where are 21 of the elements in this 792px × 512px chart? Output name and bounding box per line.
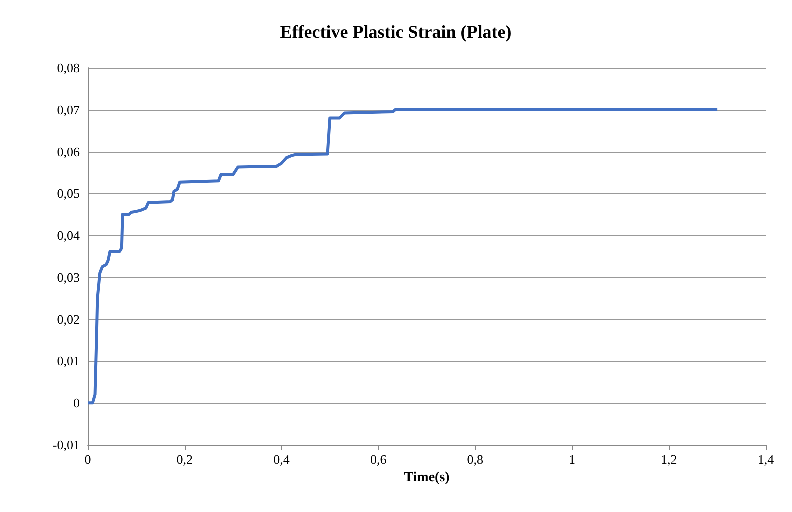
- x-tick-label: 1,2: [661, 452, 678, 467]
- x-axis-title: Time(s): [404, 470, 450, 486]
- x-tick-label: 0,2: [176, 452, 193, 467]
- y-tick-label: 0: [74, 396, 80, 411]
- y-tick-label: 0,07: [57, 102, 80, 118]
- y-tick-label: 0,03: [57, 270, 80, 285]
- y-tick-label: 0,02: [57, 312, 80, 327]
- x-tick-label: 0: [84, 452, 92, 467]
- y-tick-label: 0,01: [57, 354, 80, 369]
- x-tick-label: 0,4: [274, 452, 290, 467]
- y-tick-label: 0,08: [57, 60, 80, 76]
- y-tick-label: 0,06: [57, 144, 80, 160]
- y-tick-label: -0,01: [52, 438, 80, 452]
- x-tick-label: 0,6: [370, 452, 388, 467]
- line-series: [86, 108, 720, 405]
- y-tick-label: 0,04: [57, 228, 80, 244]
- x-tick-label: 0,8: [467, 452, 484, 467]
- x-tick-label: 1,4: [758, 452, 775, 467]
- chart-title: Effective Plastic Strain (Plate): [280, 22, 512, 42]
- y-tick-label: 0,05: [57, 186, 80, 202]
- x-tick-label: 1: [569, 452, 576, 467]
